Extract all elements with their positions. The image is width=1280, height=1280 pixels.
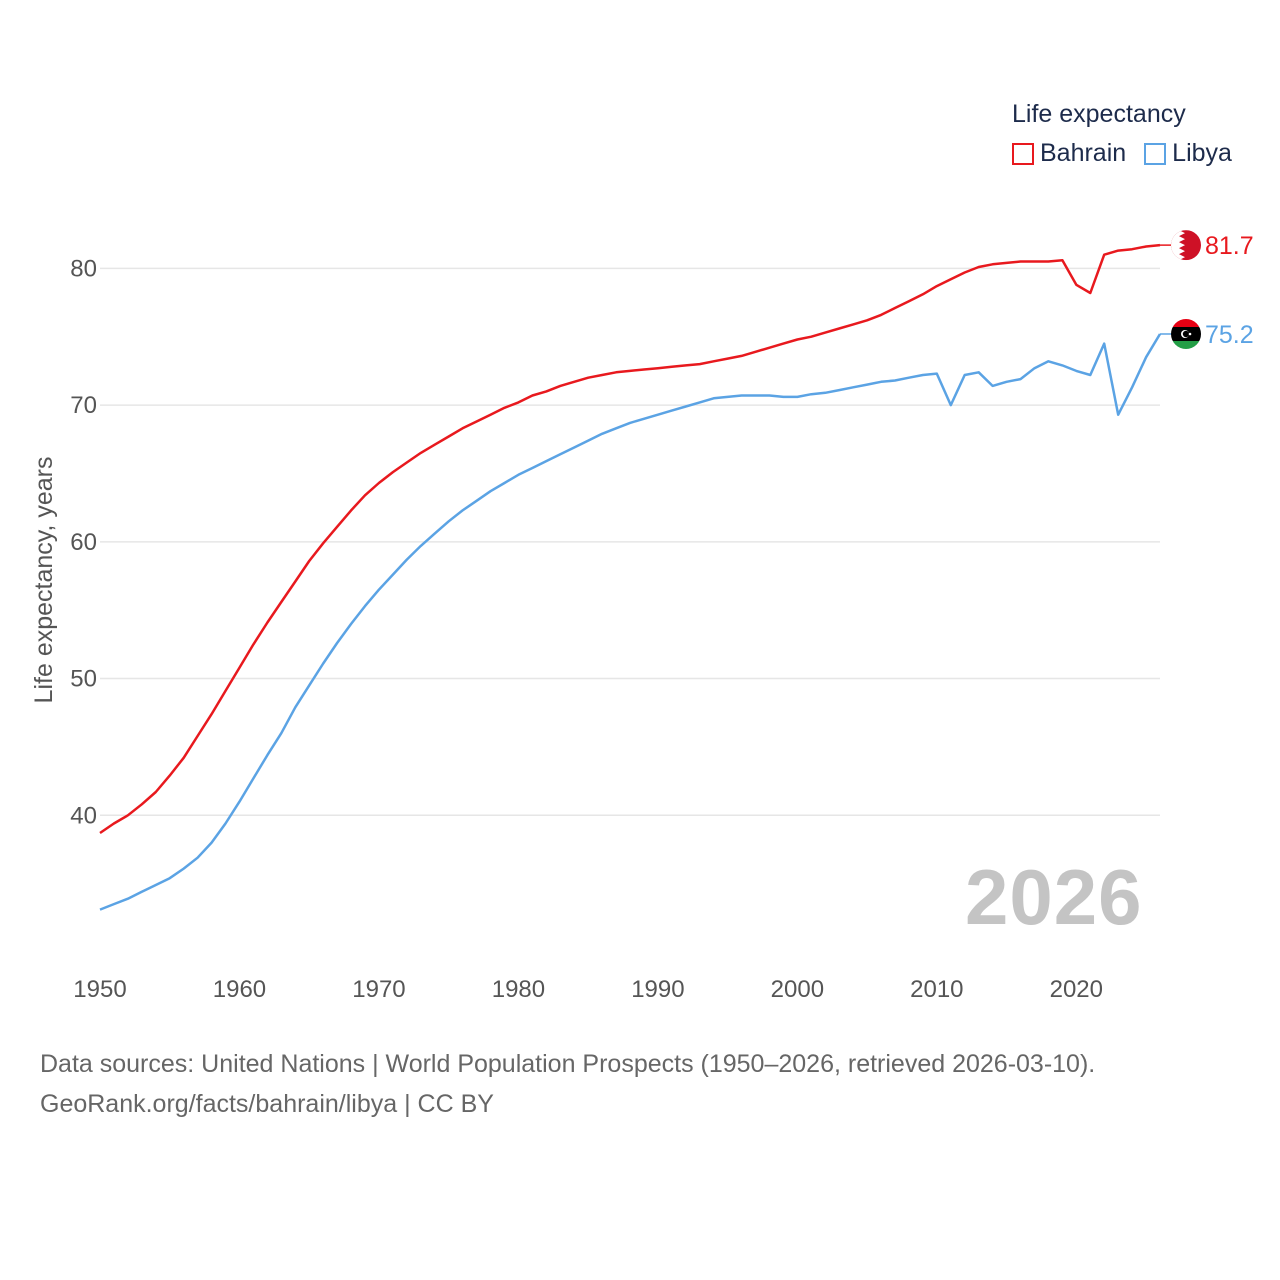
y-tick-label-70: 70 xyxy=(70,392,97,419)
y-tick-label-60: 60 xyxy=(70,529,97,556)
legend-swatch-bahrain xyxy=(1012,142,1034,165)
legend: Life expectancy Bahrain Libya xyxy=(1012,100,1232,168)
x-tick-label-1950: 1950 xyxy=(73,976,126,1003)
x-tick-label-1990: 1990 xyxy=(631,976,684,1003)
legend-item-bahrain[interactable]: Bahrain xyxy=(1012,139,1126,168)
gridlines xyxy=(100,267,1160,817)
flag-icon-libya xyxy=(1171,318,1201,349)
series-line-libya xyxy=(99,333,1162,911)
y-tick-label-50: 50 xyxy=(70,666,97,693)
footer-sources: Data sources: United Nations | World Pop… xyxy=(40,1050,1096,1078)
footer-attribution: GeoRank.org/facts/bahrain/libya | CC BY xyxy=(40,1090,494,1118)
y-axis-title: Life expectancy, years xyxy=(30,457,58,704)
legend-label-bahrain: Bahrain xyxy=(1040,139,1127,167)
y-tick-label-80: 80 xyxy=(70,255,97,282)
x-axis-ticks: 1950 1960 1970 1980 1990 2000 2010 2020 xyxy=(73,976,1103,1003)
y-axis-ticks: 40 50 60 70 80 xyxy=(70,255,97,829)
end-value-label-libya: 75.2 xyxy=(1205,321,1254,349)
end-value-label-bahrain: 81.7 xyxy=(1205,232,1254,260)
x-tick-label-2000: 2000 xyxy=(771,976,824,1003)
legend-item-libya[interactable]: Libya xyxy=(1144,139,1232,168)
series-lines xyxy=(99,243,1162,911)
y-tick-label-40: 40 xyxy=(70,802,97,829)
end-markers: 81.7 75.2 xyxy=(1160,230,1254,349)
x-tick-label-2020: 2020 xyxy=(1050,976,1103,1003)
legend-title: Life expectancy xyxy=(1012,100,1186,128)
year-watermark: 2026 xyxy=(965,853,1143,941)
x-tick-label-1980: 1980 xyxy=(492,976,545,1003)
x-tick-label-1960: 1960 xyxy=(213,976,266,1003)
flag-icon-bahrain xyxy=(1171,230,1201,261)
x-tick-label-1970: 1970 xyxy=(352,976,405,1003)
x-tick-label-2010: 2010 xyxy=(910,976,963,1003)
series-line-bahrain xyxy=(99,243,1161,835)
legend-label-libya: Libya xyxy=(1172,139,1232,167)
footer: Data sources: United Nations | World Pop… xyxy=(40,1044,1095,1124)
legend-swatch-libya xyxy=(1144,142,1167,165)
